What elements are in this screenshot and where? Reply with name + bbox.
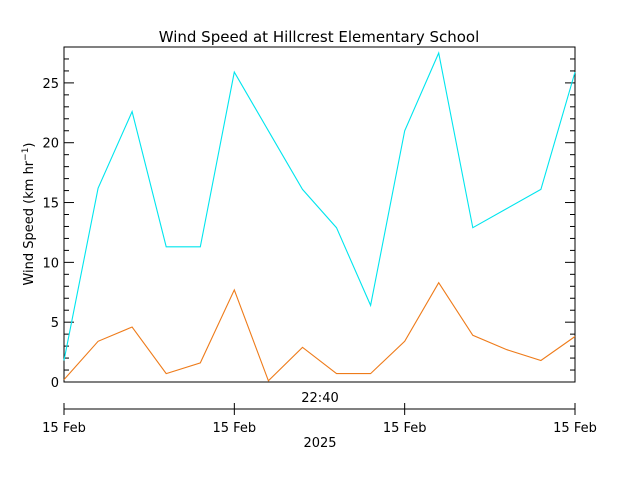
chart-title: Wind Speed at Hillcrest Elementary Schoo… (159, 28, 480, 46)
y-tick-label: 0 (51, 376, 59, 391)
date-axis-ticks (63, 403, 576, 415)
date-tick-label: 15 Feb (42, 421, 86, 436)
y-axis-tick-labels: 0 5 10 15 20 25 (42, 77, 59, 391)
series-lines (63, 51, 576, 382)
y-tick-label: 15 (42, 197, 59, 212)
date-tick-label: 15 Feb (212, 421, 256, 436)
series-line-1 (63, 51, 576, 361)
date-axis-tick-labels: 15 Feb 15 Feb 15 Feb 15 Feb (42, 421, 597, 436)
date-tick-label: 15 Feb (553, 421, 597, 436)
y-tick-label: 20 (42, 137, 59, 152)
y-axis-label-main: Wind Speed (km hr (22, 160, 37, 285)
plot-frame (63, 46, 576, 383)
y-axis-label-suffix: ) (22, 142, 37, 147)
year-label: 2025 (303, 436, 336, 451)
inner-time-label: 22:40 (301, 391, 338, 406)
series-line-2 (63, 281, 576, 382)
y-axis-label: Wind Speed (km hr−1) (21, 142, 37, 285)
y-axis-ticks (64, 46, 575, 383)
y-tick-label: 25 (42, 77, 59, 92)
y-tick-label: 5 (51, 316, 59, 331)
y-tick-label: 10 (42, 256, 59, 271)
date-tick-label: 15 Feb (383, 421, 427, 436)
y-axis-label-superscript: −1 (21, 148, 31, 161)
